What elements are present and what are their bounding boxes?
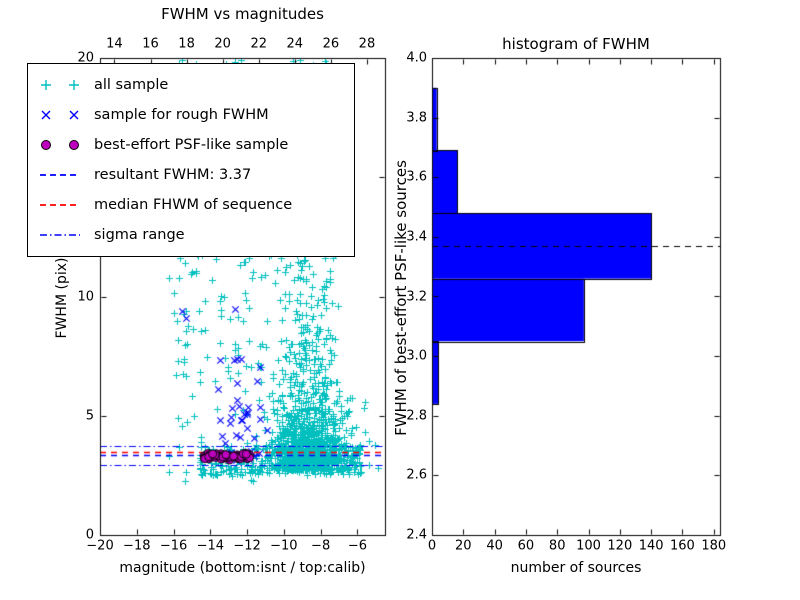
tick-label: 14 xyxy=(106,36,123,52)
tick-label: 2.4 xyxy=(406,527,427,543)
left-plot-title: FWHM vs magnitudes xyxy=(161,5,324,23)
tick-label: 3.0 xyxy=(406,348,427,364)
dashed-line-icon xyxy=(40,174,80,176)
legend-label: resultant FWHM: 3.37 xyxy=(94,167,252,183)
tick-label: 60 xyxy=(517,538,535,554)
tick-label: 0 xyxy=(427,538,437,554)
legend-item-resultant-fwhm: resultant FWHM: 3.37 xyxy=(38,162,342,188)
tick-label: 40 xyxy=(486,538,503,554)
circle-marker-icon xyxy=(41,140,79,150)
tick-label: 80 xyxy=(548,538,566,554)
tick-label: 100 xyxy=(576,538,601,554)
legend-label: sigma range xyxy=(94,227,185,243)
legend-item-median-fwhm: median FHWM of sequence xyxy=(38,192,342,218)
tick-label: 22 xyxy=(250,36,267,52)
tick-label: 20 xyxy=(77,50,94,66)
tick-label: 16 xyxy=(142,36,159,52)
right-xaxis-label: number of sources xyxy=(510,560,642,576)
tick-label: 5 xyxy=(85,408,94,424)
right-plot-title: histogram of FWHM xyxy=(502,35,650,53)
tick-label: −18 xyxy=(123,538,151,554)
legend-label: all sample xyxy=(94,77,169,93)
tick-label: 180 xyxy=(701,538,727,554)
tick-label: 26 xyxy=(322,36,340,52)
tick-label: −14 xyxy=(196,538,225,554)
legend-item-sigma-range: sigma range xyxy=(38,222,342,248)
legend-item-psf-sample: best-effort PSF-like sample xyxy=(38,132,342,158)
legend-item-all-sample: all sample xyxy=(38,72,342,98)
tick-label: 20 xyxy=(455,538,472,554)
tick-label: 4.0 xyxy=(406,50,427,66)
tick-label: 10 xyxy=(77,289,94,304)
tick-label: 3.4 xyxy=(406,229,427,245)
tick-label: −16 xyxy=(159,538,188,554)
dashed-line-icon xyxy=(40,204,80,206)
tick-label: −10 xyxy=(270,538,298,554)
plus-marker-icon xyxy=(41,80,79,90)
tick-label: 3.6 xyxy=(406,169,427,185)
tick-label: 120 xyxy=(607,538,633,554)
tick-label: −20 xyxy=(86,538,114,554)
tick-label: 24 xyxy=(286,36,304,52)
tick-label: −12 xyxy=(233,538,261,554)
dashdot-line-icon xyxy=(40,234,80,236)
legend-box: all sample sample for rough FWHM best-ef… xyxy=(27,63,355,257)
tick-label: 3.2 xyxy=(406,289,427,304)
tick-label: 2.6 xyxy=(406,467,427,483)
tick-label: −8 xyxy=(311,538,331,554)
legend-label: best-effort PSF-like sample xyxy=(94,137,289,153)
legend-label: sample for rough FWHM xyxy=(94,107,269,123)
tick-label: −6 xyxy=(347,538,367,554)
tick-label: 3.8 xyxy=(406,110,427,126)
left-xaxis-label: magnitude (bottom:isnt / top:calib) xyxy=(119,560,366,576)
legend-item-rough-fwhm-sample: sample for rough FWHM xyxy=(38,102,342,128)
tick-label: 2.8 xyxy=(406,408,427,424)
tick-label: 140 xyxy=(638,538,664,554)
tick-label: 160 xyxy=(670,538,695,554)
x-marker-icon xyxy=(41,110,79,120)
legend-label: median FHWM of sequence xyxy=(94,197,293,213)
tick-label: 0 xyxy=(85,527,94,543)
tick-label: 20 xyxy=(214,36,231,52)
tick-label: 18 xyxy=(178,36,195,52)
tick-label: 28 xyxy=(358,36,376,52)
